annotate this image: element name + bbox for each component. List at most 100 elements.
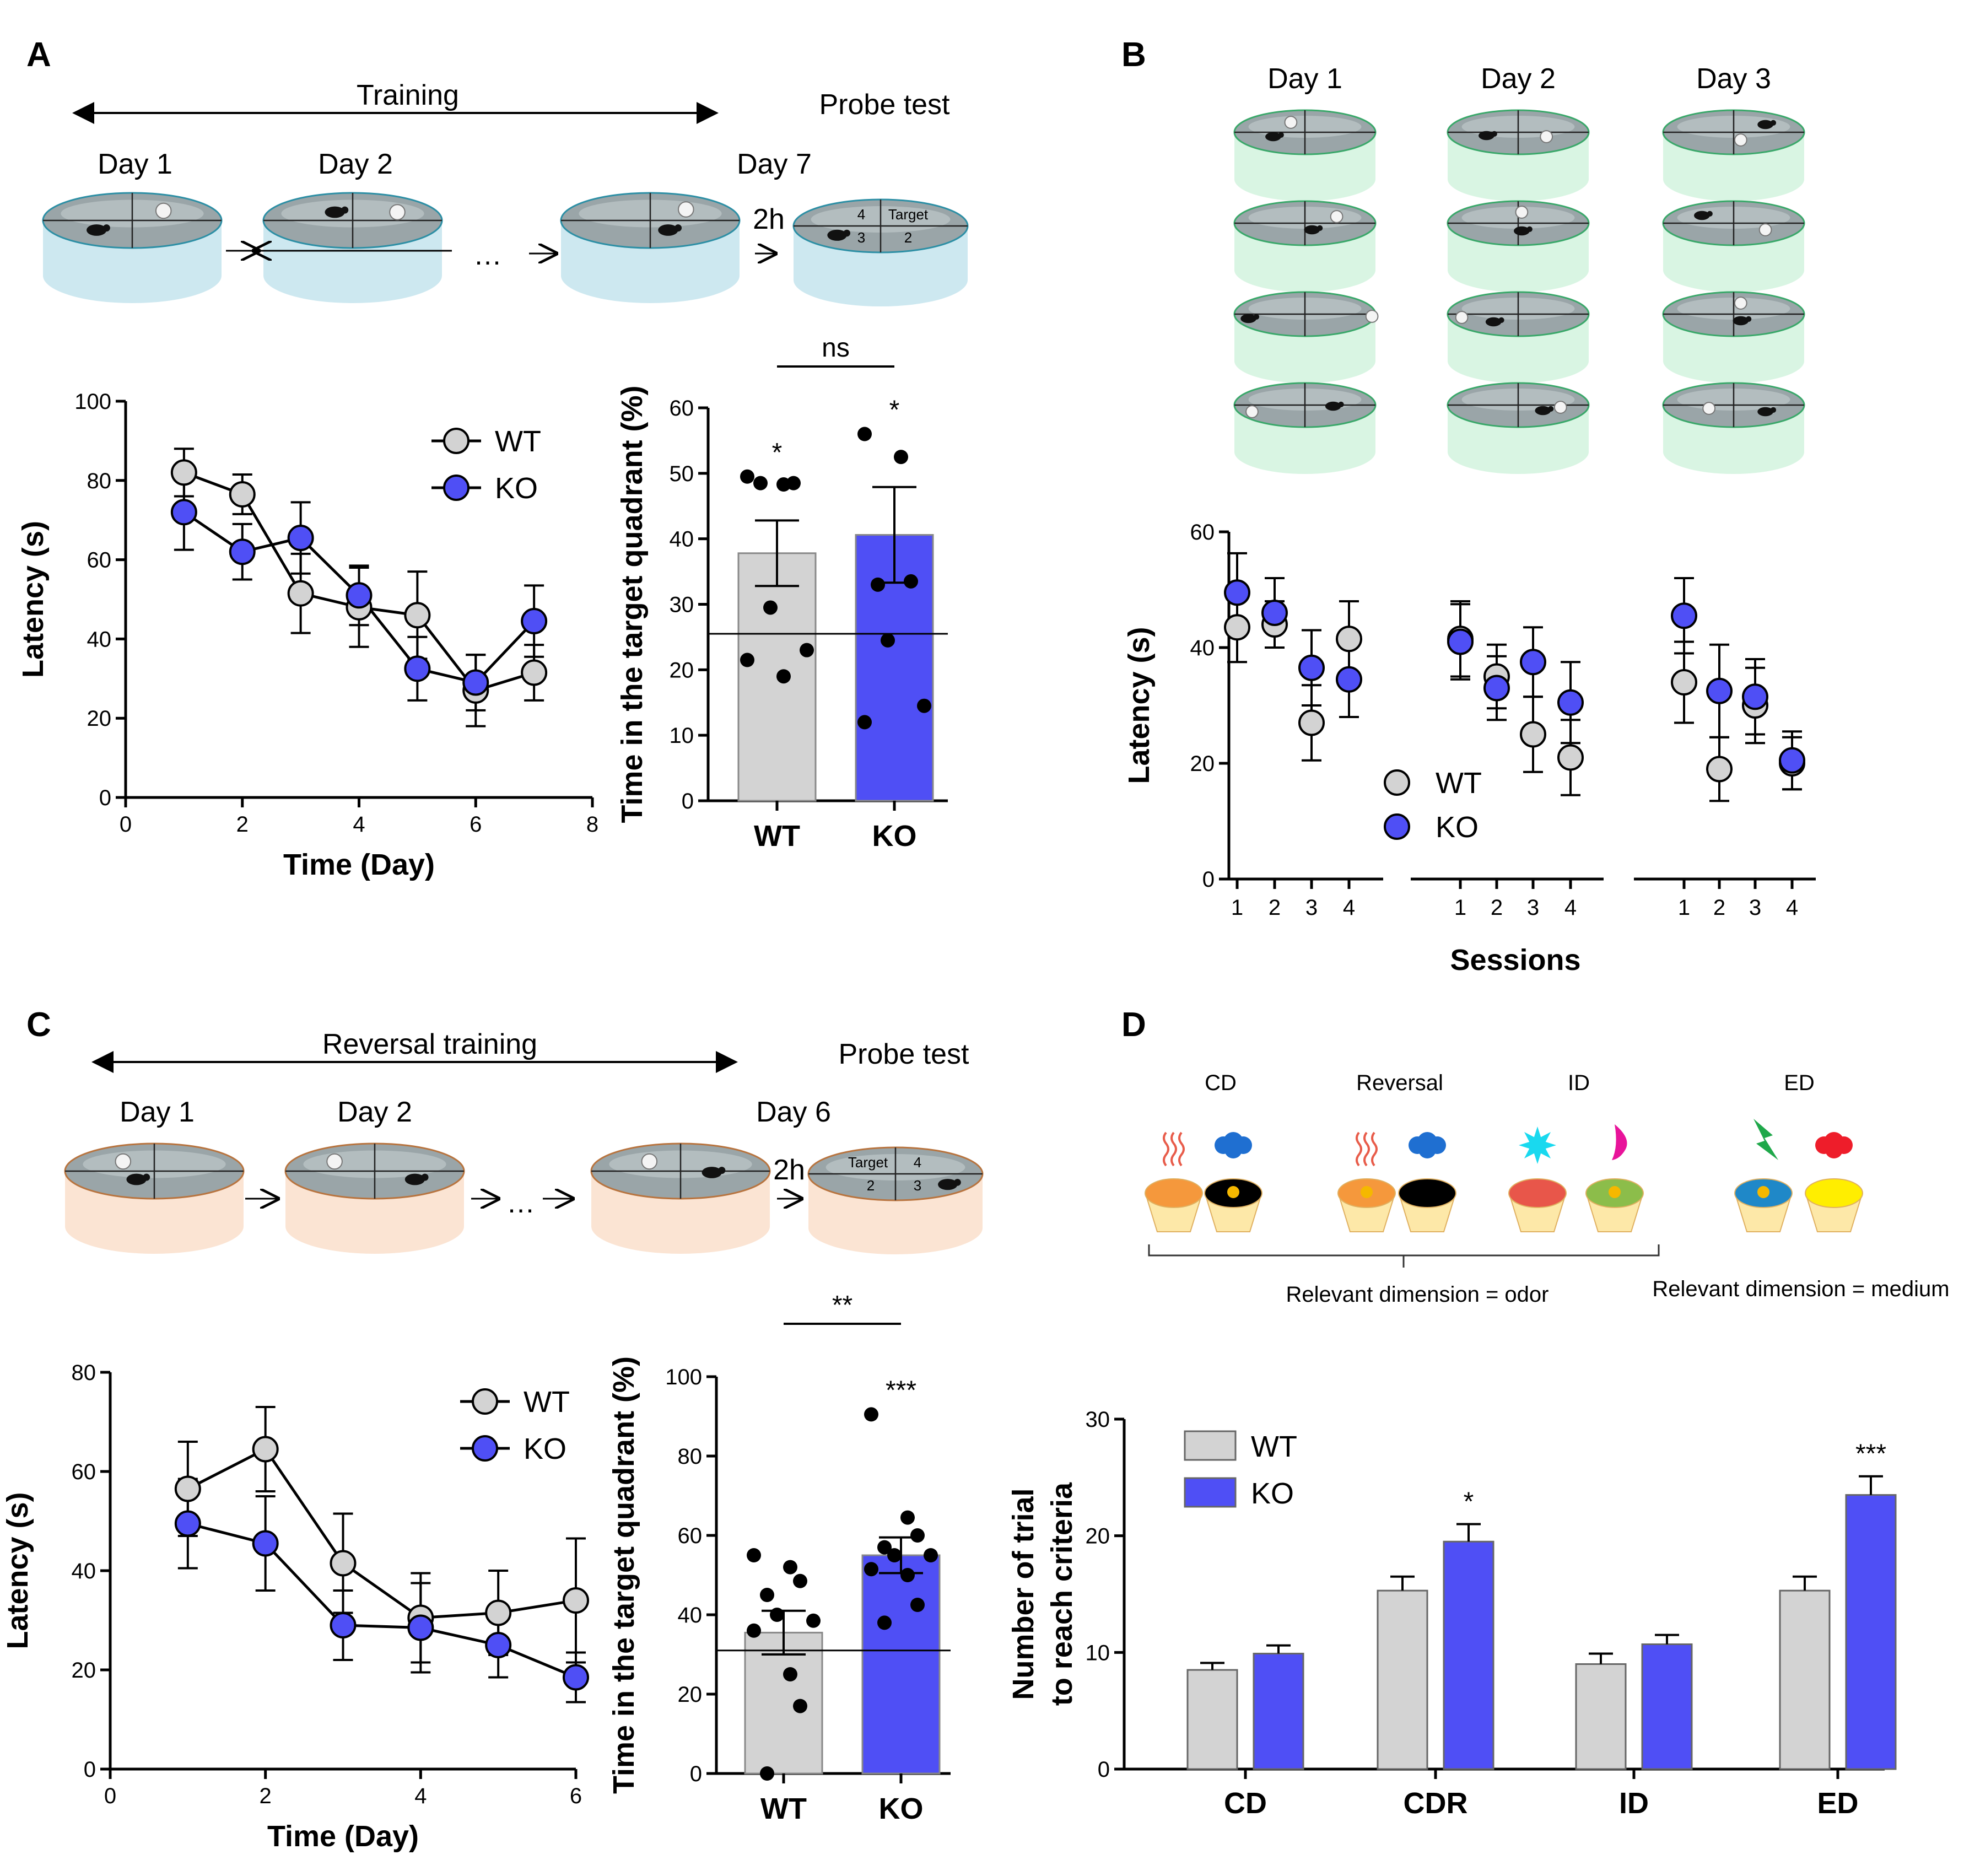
platform — [155, 202, 172, 219]
condition-label: ID — [1568, 1071, 1590, 1095]
mouse-icon — [341, 206, 349, 214]
x-tick-label: ID — [1619, 1787, 1649, 1820]
individual-point — [740, 653, 754, 667]
y-tick-label: 40 — [678, 1603, 703, 1627]
y-tick-label: 0 — [690, 1762, 702, 1786]
pool: 4 Target 2 3 — [792, 198, 969, 306]
individual-point — [786, 476, 801, 490]
x-tick-label: KO — [879, 1792, 924, 1825]
series-line-wt — [187, 1447, 576, 1620]
mouse-icon — [102, 224, 110, 232]
pool — [1662, 382, 1805, 474]
legend-marker — [472, 1388, 498, 1415]
ellipsis: … — [473, 239, 502, 271]
individual-point — [793, 1699, 807, 1713]
y-tick-label: 0 — [682, 789, 694, 813]
mouse-icon — [843, 229, 851, 237]
mouse-icon — [827, 229, 847, 241]
bar-wt — [1186, 1669, 1238, 1770]
y-tick-label: 80 — [87, 469, 112, 493]
mouse-icon — [675, 224, 682, 232]
platform — [641, 1153, 658, 1170]
day-label: Day 6 — [756, 1096, 831, 1128]
individual-point — [894, 450, 908, 465]
quadrant-bar-chart-c: 0 20 40 60 80 100 Time in the target quadrant … — [607, 1291, 951, 1825]
significance-star: * — [772, 438, 783, 467]
data-point-wt — [170, 459, 197, 486]
reversal-training-label: Reversal training — [322, 1028, 537, 1060]
y-axis-label: Number of trial — [1007, 1488, 1040, 1700]
panel-label-b: B — [1121, 36, 1146, 74]
y-tick-label: 40 — [87, 627, 112, 651]
platform — [1553, 401, 1567, 414]
platform — [1245, 405, 1259, 418]
mouse-icon — [143, 1173, 150, 1181]
pool — [1662, 109, 1805, 201]
pool — [64, 1142, 245, 1254]
legend-label: KO — [524, 1432, 566, 1465]
platform — [1365, 310, 1379, 323]
individual-point — [857, 715, 872, 730]
target-label: Target — [888, 206, 929, 223]
y-tick-label: 30 — [1086, 1408, 1110, 1432]
legend-swatch — [1184, 1430, 1237, 1461]
odor-icon — [1170, 1131, 1177, 1167]
y-tick-label: 80 — [72, 1361, 96, 1385]
y-tick-label: 100 — [665, 1365, 702, 1389]
pool — [1233, 109, 1377, 201]
x-tick-label: WT — [754, 820, 800, 853]
y-tick-label: 60 — [670, 396, 694, 421]
mouse-icon — [702, 1167, 722, 1178]
mouse-icon — [1317, 225, 1323, 231]
legend-label: WT — [1251, 1430, 1297, 1463]
individual-point — [871, 577, 885, 592]
pool — [262, 192, 443, 303]
mouse-icon — [1253, 314, 1260, 320]
mouse-icon — [1479, 131, 1494, 141]
pool-grid-b — [1233, 109, 1805, 474]
odor-icon — [1519, 1126, 1556, 1164]
individual-point — [857, 427, 872, 441]
data-point-ko — [229, 538, 256, 565]
data-point-wt — [1336, 626, 1362, 653]
data-point-ko — [563, 1664, 589, 1691]
probe-test-label: Probe test — [838, 1038, 969, 1070]
individual-point — [877, 1615, 892, 1630]
individual-point — [881, 633, 895, 648]
y-tick-label: 60 — [72, 1460, 96, 1484]
trials-bar-chart-d: 0 10 20 30 Number of trial to reach criteria C… — [1007, 1408, 1897, 1820]
data-point-ko — [1447, 628, 1474, 655]
y-tick-label: 30 — [670, 593, 694, 617]
legend-label: WT — [1436, 767, 1482, 800]
comparison-label: ** — [832, 1291, 852, 1320]
mouse-icon — [718, 1167, 726, 1174]
individual-point — [740, 469, 754, 484]
platform — [678, 201, 694, 218]
ellipsis: … — [506, 1187, 535, 1219]
x-axis-label: Time (Day) — [283, 848, 435, 881]
data-point-ko — [1671, 602, 1697, 629]
y-tick-label: 0 — [1098, 1758, 1110, 1782]
mouse-icon — [1757, 120, 1773, 130]
x-tick-label: 2 — [260, 1784, 272, 1808]
x-tick-label: 8 — [586, 812, 598, 837]
mouse-icon — [1548, 406, 1554, 412]
y-tick-label: 20 — [1086, 1524, 1110, 1549]
individual-point — [806, 1613, 821, 1628]
pool — [1447, 200, 1590, 292]
condition-label: Reversal — [1356, 1071, 1443, 1095]
platform — [1702, 402, 1716, 415]
odor-icon — [1224, 1141, 1242, 1158]
y-axis-label: Latency (s) — [1, 1492, 34, 1649]
latency-chart-a: 0 20 40 60 80 100 0 2 4 6 8 Time (Day) Latency (s) WT… — [17, 390, 598, 881]
y-tick-label: 100 — [74, 390, 111, 414]
y-tick-label: 20 — [678, 1683, 703, 1707]
day-label: Day 1 — [98, 148, 172, 180]
data-point-wt — [330, 1550, 357, 1577]
day-label: Day 2 — [1481, 63, 1556, 95]
probe-test-label: Probe test — [819, 89, 950, 121]
individual-point — [887, 1548, 902, 1562]
data-point-ko — [1520, 649, 1546, 676]
individual-point — [917, 698, 931, 713]
reward-bait — [1361, 1186, 1373, 1198]
